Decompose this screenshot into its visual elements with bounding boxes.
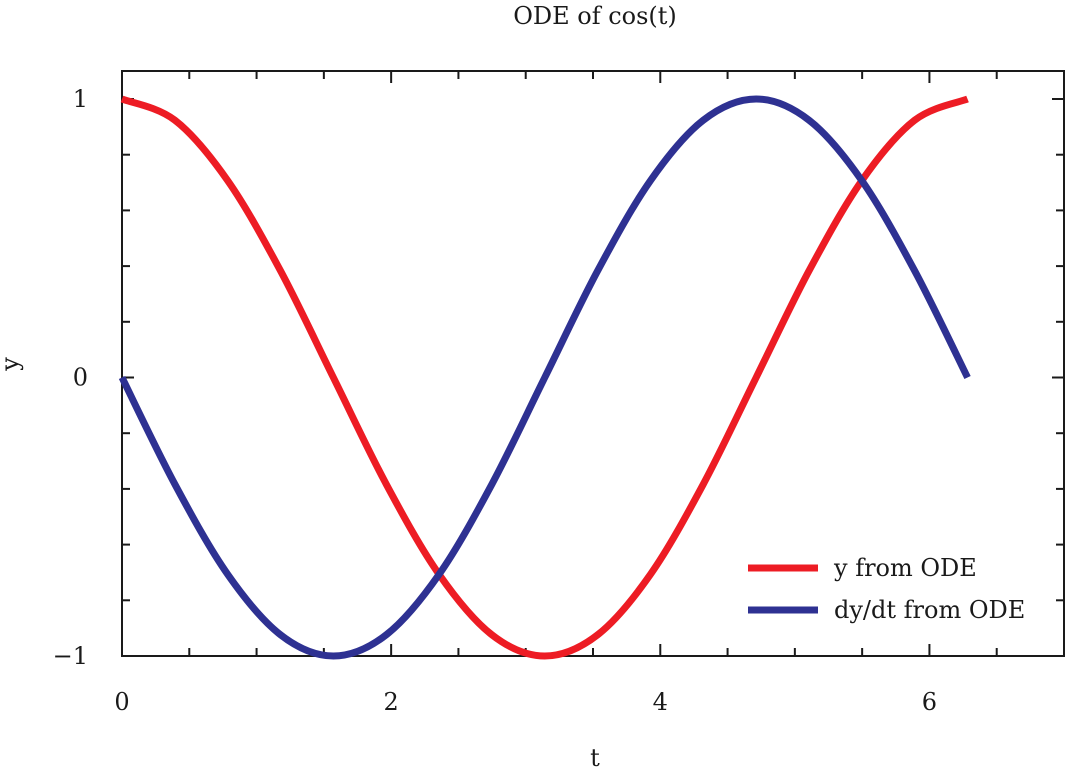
y-axis-label: y xyxy=(0,357,24,372)
tick-labels: 0 2 4 6 −1 0 1 xyxy=(53,85,937,716)
legend-label-2: dy/dt from ODE xyxy=(834,596,1025,624)
y-tick-label: 1 xyxy=(73,85,88,113)
series-line-1 xyxy=(120,95,969,660)
x-tick-label: 6 xyxy=(922,688,937,716)
x-tick-label: 0 xyxy=(114,688,129,716)
legend-label-1: y from ODE xyxy=(833,554,977,582)
y-tick-label: 0 xyxy=(73,364,88,392)
series-line-2 xyxy=(118,95,971,660)
x-axis-label: t xyxy=(590,744,600,769)
chart-title: ODE of cos(t) xyxy=(513,2,677,30)
x-tick-label: 2 xyxy=(384,688,399,716)
legend: y from ODE dy/dt from ODE xyxy=(748,554,1025,624)
x-tick-label: 4 xyxy=(653,688,668,716)
y-tick-label: −1 xyxy=(53,642,88,670)
series-lines xyxy=(118,95,971,660)
